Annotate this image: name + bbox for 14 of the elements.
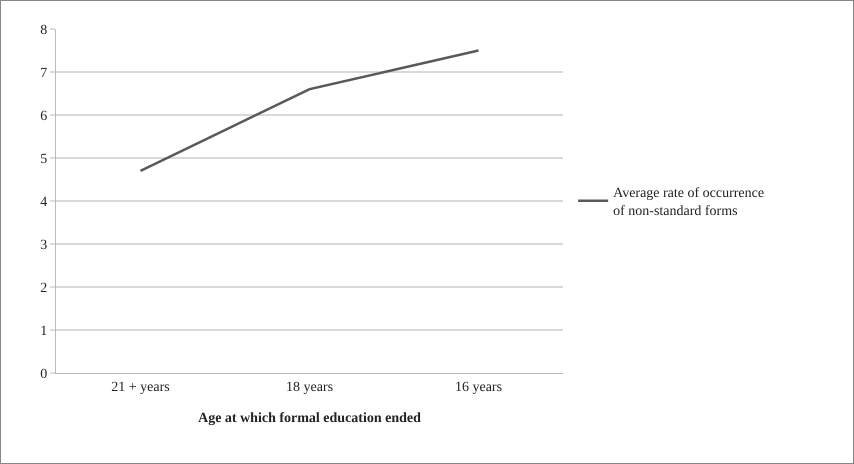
y-tick-label: 1 xyxy=(40,324,48,339)
x-axis-title: Age at which formal education ended xyxy=(198,411,422,426)
y-tick-label: 6 xyxy=(40,108,48,124)
y-tick-label: 8 xyxy=(40,22,48,38)
y-tick-label: 0 xyxy=(40,366,48,382)
x-tick-label: 18 years xyxy=(286,380,334,395)
y-tick-label: 2 xyxy=(40,280,48,296)
y-tick-label: 7 xyxy=(40,66,48,81)
y-tick-label: 5 xyxy=(40,152,48,167)
y-tick-label: 4 xyxy=(40,194,48,210)
y-tick-label: 3 xyxy=(40,238,48,253)
x-tick-label: 16 years xyxy=(454,380,502,395)
legend-label: Average rate of occurrence of non-standard forms xyxy=(613,186,764,220)
x-tick-label: 21 + years xyxy=(111,380,170,395)
